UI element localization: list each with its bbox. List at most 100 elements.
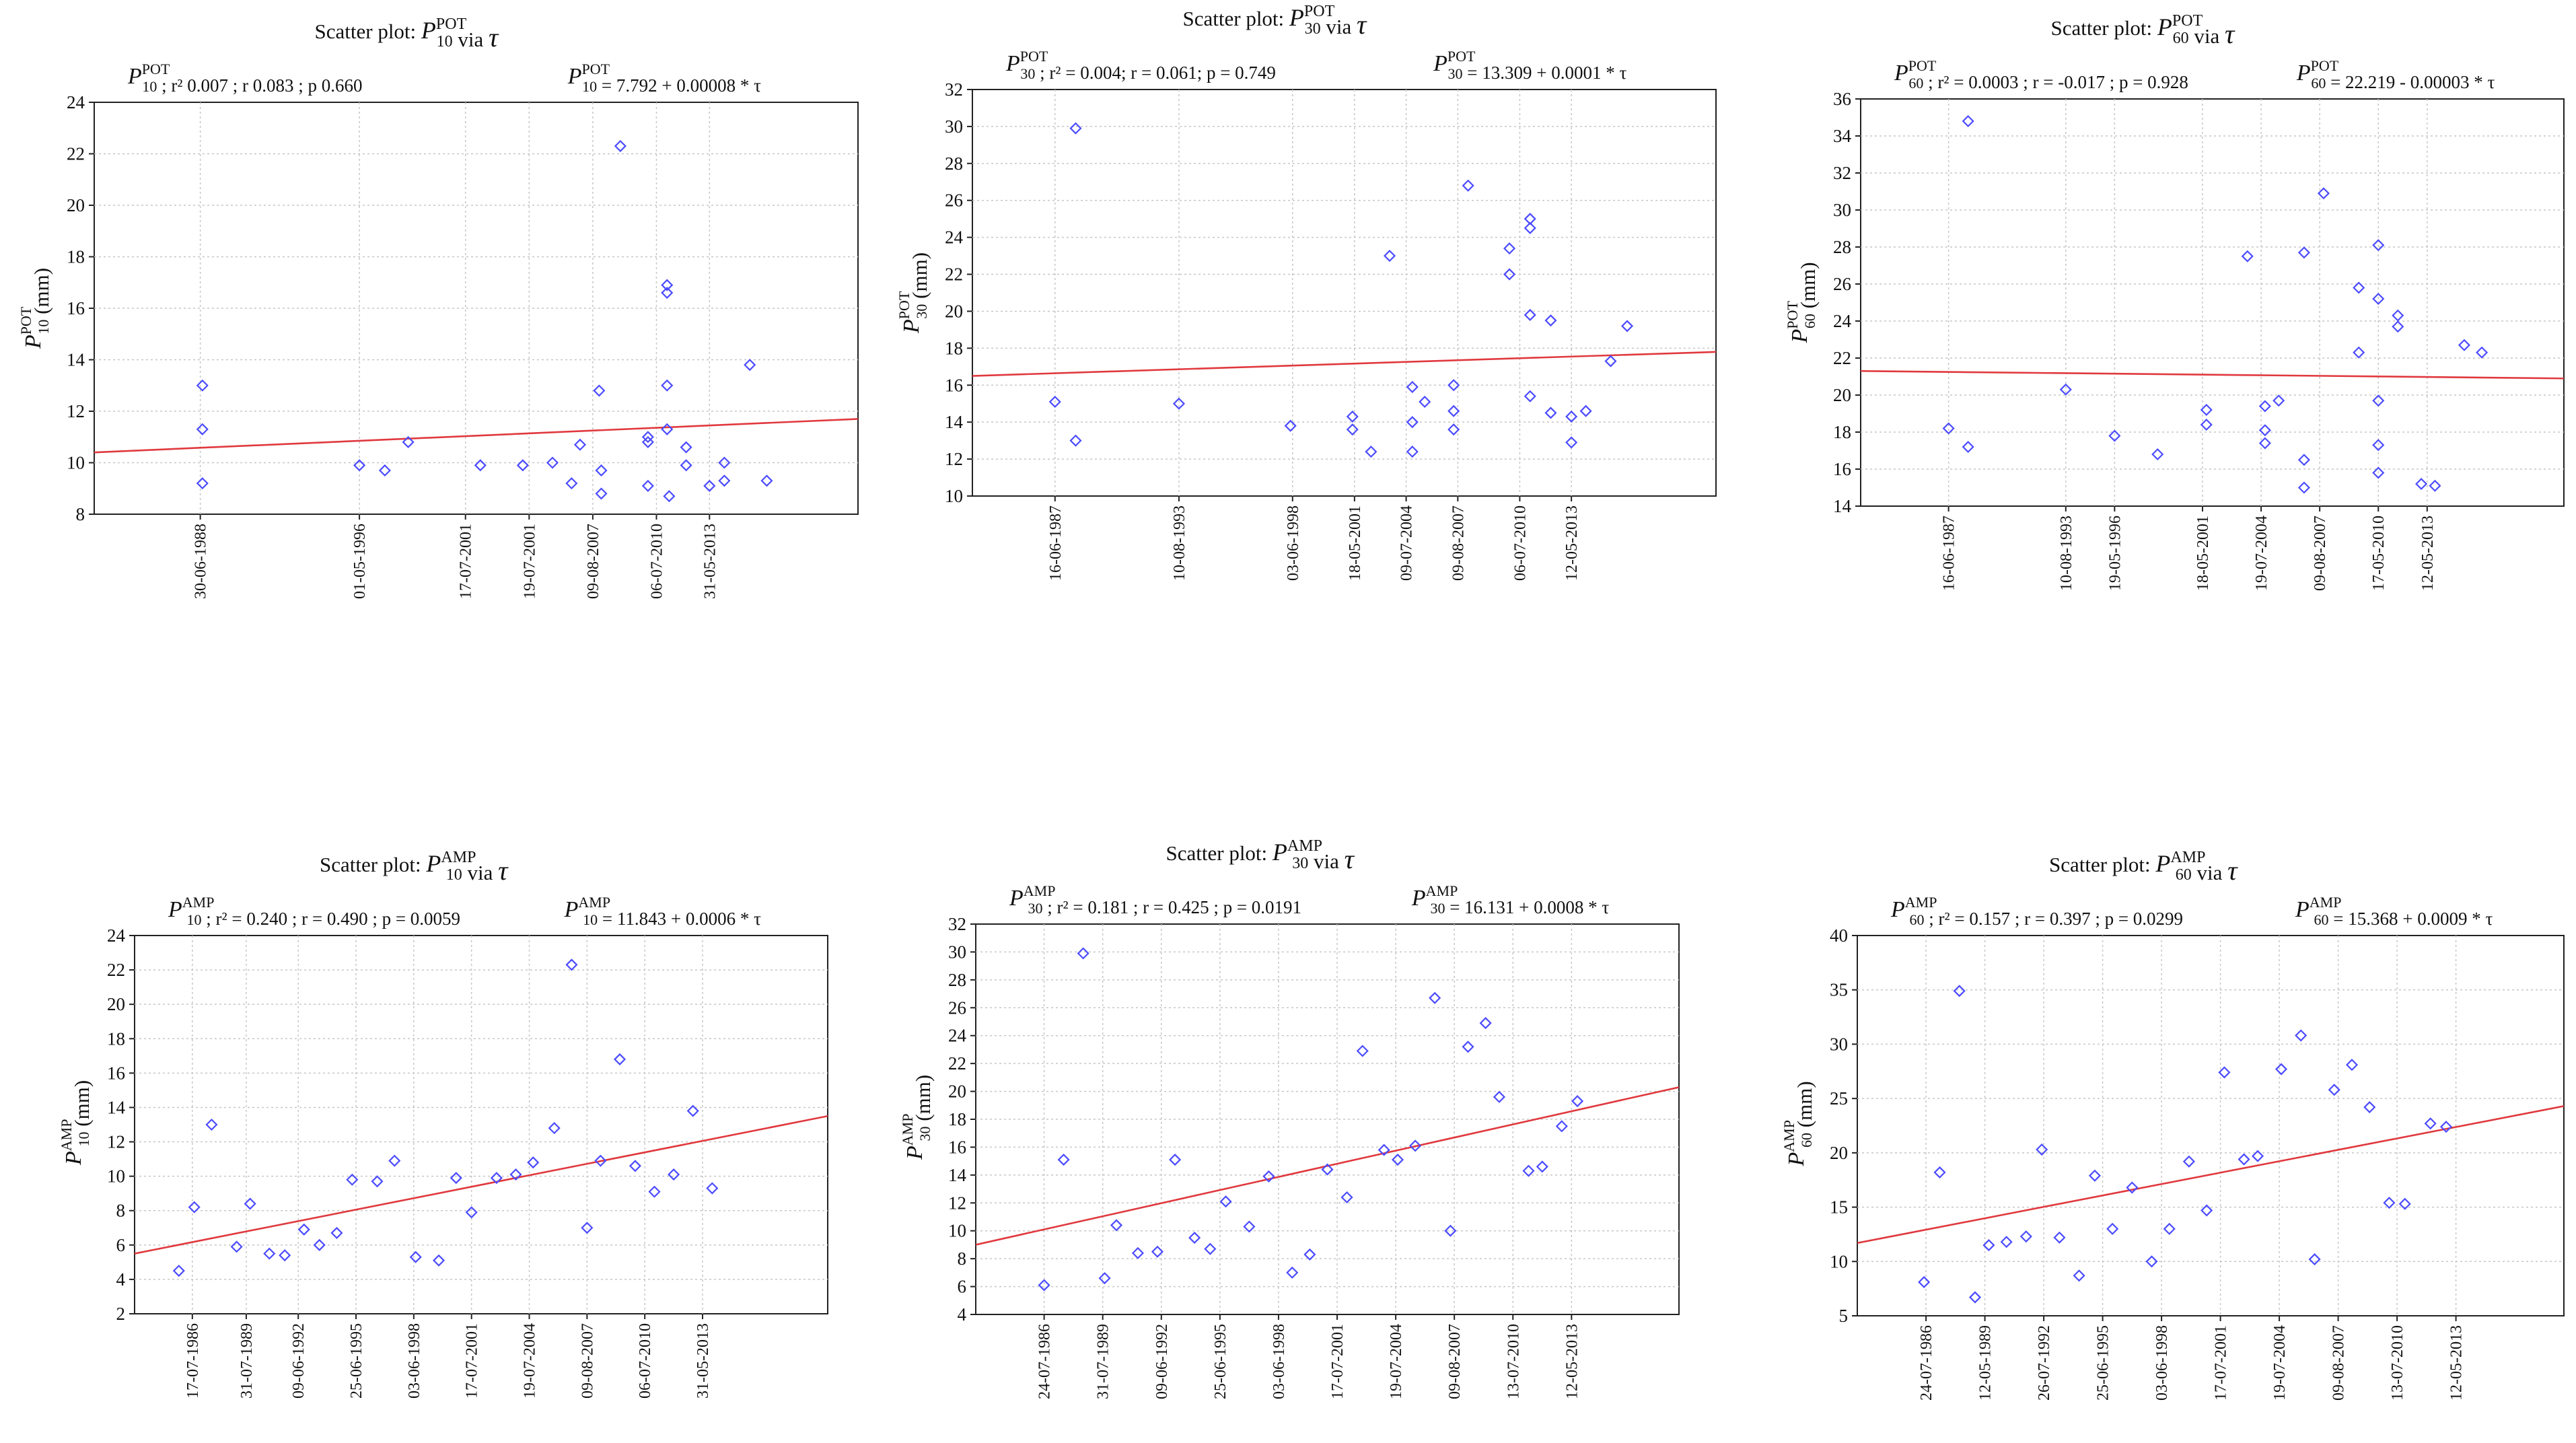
data-point [1447, 423, 1460, 436]
chart-title: Scatter plot: PAMP 60 via τ [2049, 849, 2238, 886]
chart-panel-2: 10 12 14 16 18 20 22 24 26 28 30 32 16-06-1987 10-08-… [896, 3, 1717, 581]
y-tick-label: 12 [107, 1132, 125, 1152]
data-point [2345, 1059, 2359, 1071]
data-point [2258, 424, 2271, 437]
x-date-label: 19-05-1996 [2106, 516, 2124, 591]
chart-title: Scatter plot: PPOT 30 via τ [1183, 3, 1367, 40]
data-point [1953, 985, 1966, 997]
data-point [581, 1222, 594, 1234]
x-date-label: 30-06-1988 [192, 524, 210, 599]
data-point [2151, 448, 2164, 461]
data-point [1579, 404, 1592, 417]
y-axis-label: PAMP10 (mm) [58, 1080, 94, 1166]
data-point [1419, 395, 1431, 409]
x-date-label: 24-07-1986 [1918, 1325, 1935, 1401]
data-point [1365, 446, 1378, 458]
data-point [2145, 1255, 2158, 1268]
data-point [433, 1254, 445, 1267]
data-point [2372, 239, 2385, 252]
y-tick-label: 4 [958, 1304, 967, 1325]
data-point [2383, 1197, 2396, 1209]
data-point [196, 423, 209, 435]
data-point [1565, 410, 1578, 423]
x-date-label: 09-06-1992 [1153, 1324, 1171, 1399]
x-date-label: 09-07-2004 [1398, 505, 1416, 581]
data-point [2073, 1269, 2085, 1282]
x-date-label: 26-07-1992 [2036, 1325, 2053, 1401]
y-tick-label: 40 [1830, 925, 1848, 946]
y-axis-label: PPOT10 (mm) [17, 268, 53, 349]
data-point [1933, 1166, 1946, 1178]
data-point [1524, 221, 1536, 234]
x-date-label: 16-06-1987 [1047, 505, 1065, 581]
x-date-label: 03-06-1998 [406, 1323, 423, 1399]
data-point [1462, 179, 1474, 192]
data-point [1620, 320, 1634, 332]
data-point [450, 1172, 462, 1185]
x-date-label: 19-07-2004 [2271, 1325, 2289, 1401]
y-tick-label: 16 [948, 1137, 966, 1157]
data-point [2297, 454, 2310, 466]
y-tick-label: 32 [945, 79, 963, 100]
data-point [1444, 1224, 1457, 1237]
x-date-label: 31-07-1989 [238, 1323, 256, 1399]
data-point [1522, 1164, 1535, 1177]
data-point [2458, 339, 2471, 351]
data-point [2059, 383, 2072, 396]
data-point [346, 1173, 359, 1186]
data-point [490, 1172, 503, 1185]
plot-frame [972, 89, 1717, 497]
y-tick-label: 12 [948, 1193, 966, 1213]
plot-frame [134, 935, 828, 1314]
data-point [388, 1154, 401, 1167]
data-point [760, 474, 773, 487]
x-date-label: 10-08-1993 [1171, 505, 1188, 581]
data-point [2106, 1222, 2119, 1235]
y-axis-label: PAMP60 (mm) [1781, 1081, 1816, 1166]
data-point [2295, 1029, 2307, 1042]
data-point [648, 1185, 661, 1198]
data-point [661, 286, 674, 300]
data-point [1321, 1163, 1334, 1176]
x-date-label: 06-07-2010 [637, 1323, 654, 1399]
data-point [1429, 991, 1441, 1004]
data-point [297, 1223, 310, 1236]
data-point [2372, 466, 2385, 479]
data-point [1048, 395, 1061, 409]
y-tick-label: 32 [1833, 163, 1851, 183]
x-date-label: 13-07-2010 [1505, 1324, 1522, 1399]
x-date-label: 16-06-1987 [1941, 516, 1958, 591]
data-point [2372, 439, 2385, 452]
data-point [2353, 346, 2365, 359]
chart-panel-1: 8 10 12 14 16 18 20 22 24 30-06-1988 01-05-1996 17-… [17, 15, 859, 599]
regression-equation: PPOT 60 = 22.219 - 0.00003 * τ [2296, 57, 2495, 92]
data-point [188, 1201, 201, 1213]
x-date-label: 03-06-1998 [2153, 1325, 2171, 1401]
stats-annotation: PPOT 10 ; r² 0.007 ; r 0.083 ; p 0.660 [127, 61, 363, 96]
x-date-label: 09-08-2007 [2330, 1325, 2348, 1401]
regression-line [135, 1115, 828, 1255]
y-tick-label: 6 [958, 1277, 967, 1297]
y-tick-label: 18 [67, 247, 85, 267]
data-point [1383, 250, 1396, 262]
data-point [1151, 1245, 1164, 1258]
regression-line [1857, 1105, 2564, 1244]
data-point [641, 431, 654, 444]
regression-equation: PPOT 10 = 7.792 + 0.00008 * τ [567, 61, 761, 96]
x-date-label: 09-08-2007 [2312, 516, 2329, 591]
data-point [1340, 1191, 1353, 1204]
data-point [686, 1104, 699, 1117]
stats-annotation: PAMP 30 ; r² = 0.181 ; r = 0.425 ; p = 0.… [1009, 882, 1301, 917]
data-point [680, 459, 692, 472]
regression-equation: PPOT 30 = 13.309 + 0.0001 * τ [1433, 48, 1626, 83]
data-point [2036, 1143, 2048, 1156]
x-date-label: 09-06-1992 [290, 1323, 308, 1399]
y-tick-label: 16 [67, 298, 85, 318]
data-point [1406, 380, 1419, 394]
data-point [1503, 242, 1516, 255]
data-point [2275, 1063, 2288, 1076]
data-point [718, 456, 731, 469]
data-point [744, 359, 756, 372]
